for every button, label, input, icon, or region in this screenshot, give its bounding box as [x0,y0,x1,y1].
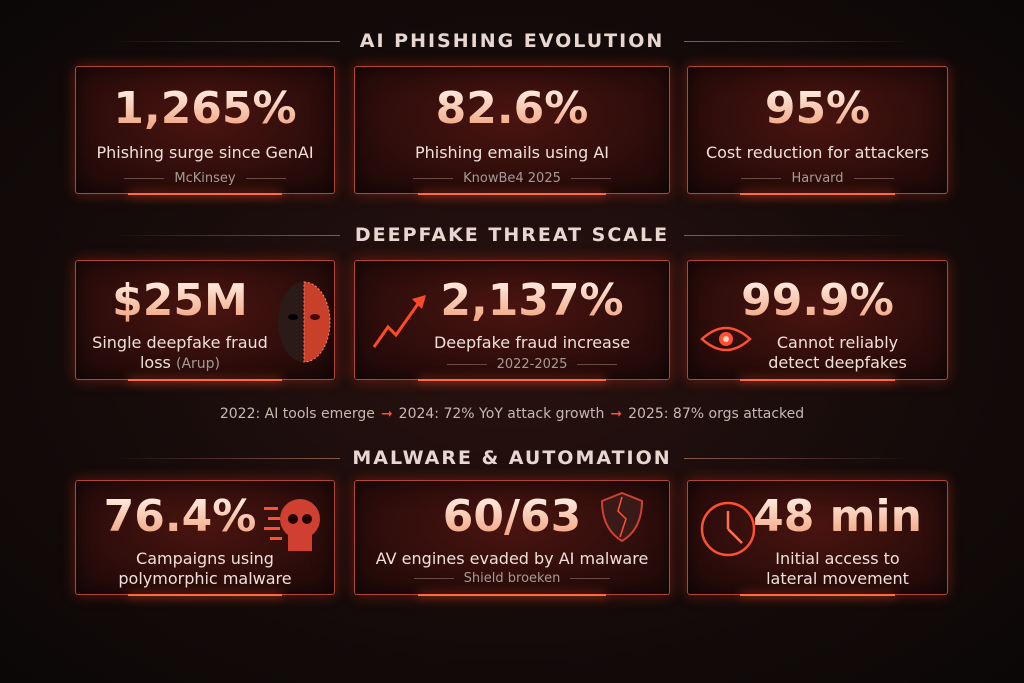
stat-value: 1,265% [76,87,334,131]
stat-desc: Campaigns using [136,549,274,568]
stat-card-cost-reduction: 95% Cost reduction for attackers Harvard [687,66,948,195]
stat-desc: Initial access to [775,549,900,568]
stat-card-phishing-ai: 82.6% Phishing emails using AI KnowBe4 2… [354,66,670,195]
stat-source: KnowBe4 2025 [355,171,669,186]
stat-source: (Arup) [175,356,221,372]
stat-value: 2,137% [395,279,669,323]
stat-desc: AV engines evaded by AI malware [375,549,649,568]
stat-value: 48 min [728,495,947,539]
stat-desc: Cannot reliably [776,333,899,352]
section-title-deepfake: DEEPFAKE THREAT SCALE [0,224,1024,246]
stat-source: Harvard [688,171,947,186]
stat-value: 99.9% [688,279,947,323]
broken-shield-icon [600,491,644,543]
stat-card-phishing-surge: 1,265% Phishing surge since GenAI McKins… [75,66,335,195]
section-title-phishing: AI PHISHING EVOLUTION [0,30,1024,52]
digital-skull-icon [264,499,320,551]
stat-desc: Single deepfake fraud [92,333,268,352]
timeline-item: 2024: 72% YoY attack growth [398,406,605,422]
stat-desc: Cost reduction for attackers [705,143,930,162]
stat-desc-2: loss [139,353,171,372]
stat-desc-2: lateral movement [766,569,909,588]
stat-value: 76.4% [76,495,284,539]
half-digital-face-icon [278,281,331,363]
stat-value: 82.6% [355,87,669,131]
stat-card-deepfake-loss: $25M Single deepfake fraud loss (Arup) [75,260,335,381]
stat-card-deepfake-increase: 2,137% Deepfake fraud increase 2022-2025 [354,260,670,381]
stat-value: 95% [688,87,947,131]
timeline-item: 2022: AI tools emerge [219,406,375,422]
stat-desc-2: detect deepfakes [768,353,907,372]
stat-value: $25M [76,279,284,323]
stat-source: 2022-2025 [395,357,669,372]
stat-desc: Phishing surge since GenAI [96,143,314,162]
section-title-malware: MALWARE & AUTOMATION [0,447,1024,469]
stat-desc: Deepfake fraud increase [433,333,631,352]
rising-arrow-icon [372,295,426,348]
stat-card-av-evasion: 60/63 AV engines evaded by AI malware Sh… [354,480,670,596]
stat-desc: Phishing emails using AI [414,143,610,162]
clock-icon [700,501,756,557]
arrow-right-icon: ➞ [610,406,623,422]
timeline: 2022: AI tools emerge ➞ 2024: 72% YoY atta… [0,406,1024,422]
stat-card-lateral-movement: 48 min Initial access to lateral movemen… [687,480,948,596]
stat-value: 60/63 [355,495,669,539]
stat-source: McKinsey [76,171,334,186]
stat-card-polymorphic: 76.4% Campaigns using polymorphic malwar… [75,480,335,596]
stat-desc-2: polymorphic malware [118,569,292,588]
arrow-right-icon: ➞ [380,406,393,422]
stat-card-deepfake-detection: 99.9% Cannot reliably detect deepfakes [687,260,948,381]
stat-source: Shield broeken [355,571,669,586]
eye-icon [700,326,752,352]
timeline-item: 2025: 87% orgs attacked [628,406,805,422]
